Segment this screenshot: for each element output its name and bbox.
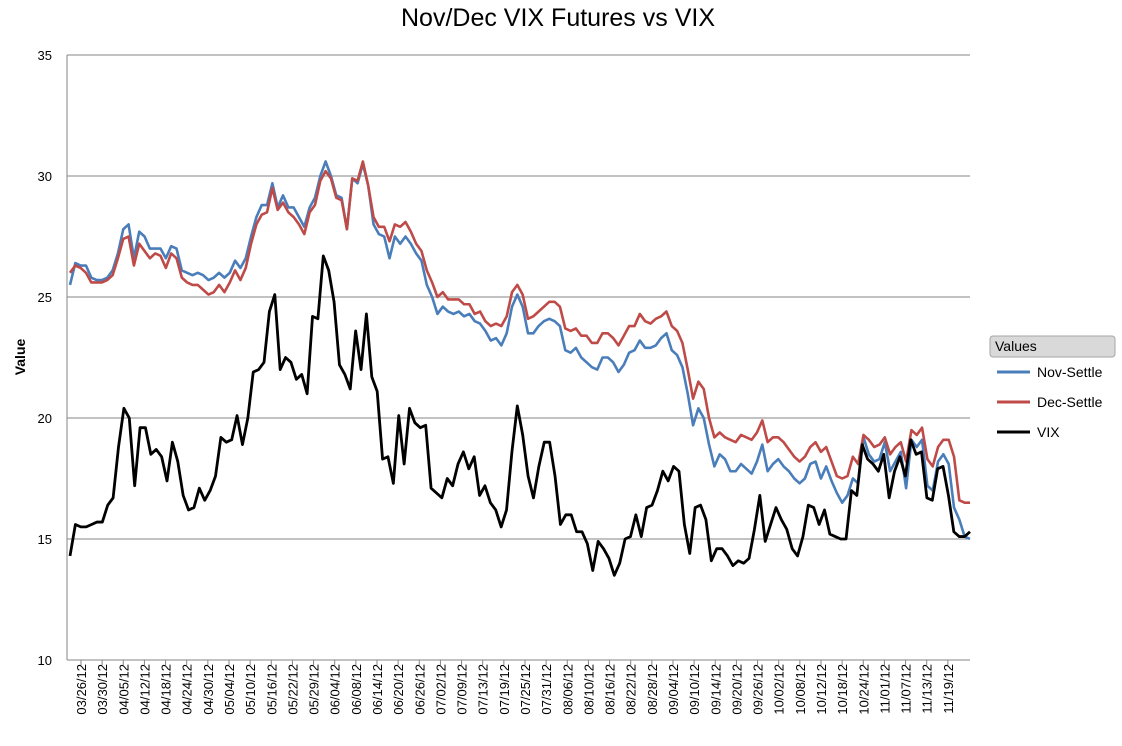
x-tick-label: 08/22/12 xyxy=(624,664,639,715)
x-tick-label: 11/01/12 xyxy=(877,664,892,714)
x-tick-label: 07/09/12 xyxy=(455,664,470,715)
x-tick-label: 11/13/12 xyxy=(920,664,935,714)
x-tick-label: 04/24/12 xyxy=(180,664,195,715)
y-tick-label: 15 xyxy=(38,532,52,547)
x-tick-label: 03/30/12 xyxy=(95,664,110,715)
x-tick-label: 05/04/12 xyxy=(222,664,237,715)
x-tick-label: 09/20/12 xyxy=(729,664,744,715)
x-tick-label: 07/19/12 xyxy=(497,664,512,715)
x-tick-label: 08/28/12 xyxy=(645,664,660,715)
x-tick-label: 09/10/12 xyxy=(687,664,702,715)
x-tick-label: 09/26/12 xyxy=(751,664,766,715)
legend-title: Values xyxy=(995,338,1037,354)
y-tick-labels: 10 15 20 25 30 35 xyxy=(38,48,52,668)
x-tick-label: 08/10/12 xyxy=(581,664,596,715)
x-tick-label: 07/25/12 xyxy=(518,664,533,715)
x-tick-label: 10/08/12 xyxy=(793,664,808,715)
x-tick-label: 09/14/12 xyxy=(708,664,723,715)
y-axis-label: Value xyxy=(12,339,28,376)
x-tick-label: 07/31/12 xyxy=(539,664,554,715)
x-tick-label: 10/02/12 xyxy=(772,664,787,715)
x-tick-label: 05/16/12 xyxy=(264,664,279,715)
legend-header-box xyxy=(989,335,1116,358)
x-tick-label: 06/20/12 xyxy=(391,664,406,715)
x-tick-label: 04/18/12 xyxy=(159,664,174,715)
series-line-nov-settle xyxy=(68,160,971,541)
x-tick-label: 08/16/12 xyxy=(603,664,618,715)
y-tick-label: 35 xyxy=(38,48,52,63)
x-tick-label: 04/05/12 xyxy=(116,664,131,715)
gridlines xyxy=(66,54,970,661)
x-tick-label: 09/04/12 xyxy=(666,664,681,715)
legend-label-vix: VIX xyxy=(1037,424,1060,440)
x-tick-label: 03/26/12 xyxy=(74,664,89,715)
series-lines xyxy=(68,160,971,577)
y-tick-label: 10 xyxy=(38,653,52,668)
x-tick-label: 07/13/12 xyxy=(476,664,491,715)
x-tick-label: 11/07/12 xyxy=(899,664,914,714)
x-tick-label: 10/18/12 xyxy=(835,664,850,715)
x-tick-label: 06/26/12 xyxy=(412,664,427,715)
chart-title: Nov/Dec VIX Futures vs VIX xyxy=(401,4,715,32)
x-tick-label: 08/06/12 xyxy=(560,664,575,715)
y-tick-label: 30 xyxy=(38,169,52,184)
x-tick-label: 04/30/12 xyxy=(201,664,216,715)
legend-label-nov-settle: Nov-Settle xyxy=(1037,364,1103,380)
x-tick-label: 06/08/12 xyxy=(349,664,364,715)
x-tick-label: 07/02/12 xyxy=(433,664,448,715)
x-tick-label: 11/19/12 xyxy=(941,664,956,714)
series-line-vix xyxy=(68,254,971,577)
x-tick-label: 05/10/12 xyxy=(243,664,258,715)
x-tick-label: 10/12/12 xyxy=(814,664,829,715)
series-line-dec-settle xyxy=(68,160,970,505)
legend-label-dec-settle: Dec-Settle xyxy=(1037,394,1103,410)
x-tick-label: 05/22/12 xyxy=(285,664,300,715)
x-tick-label: 06/14/12 xyxy=(370,664,385,715)
y-tick-label: 25 xyxy=(38,290,52,305)
x-tick-label: 10/24/12 xyxy=(856,664,871,715)
x-tick-label: 06/04/12 xyxy=(328,664,343,715)
legend: Values Nov-Settle Dec-Settle VIX xyxy=(989,335,1116,440)
x-tick-labels: 03/26/12 03/30/12 04/05/12 04/12/12 04/18/12… xyxy=(74,660,956,715)
x-tick-label: 04/12/12 xyxy=(137,664,152,715)
x-tick-label: 05/29/12 xyxy=(307,664,322,715)
y-tick-label: 20 xyxy=(38,411,52,426)
